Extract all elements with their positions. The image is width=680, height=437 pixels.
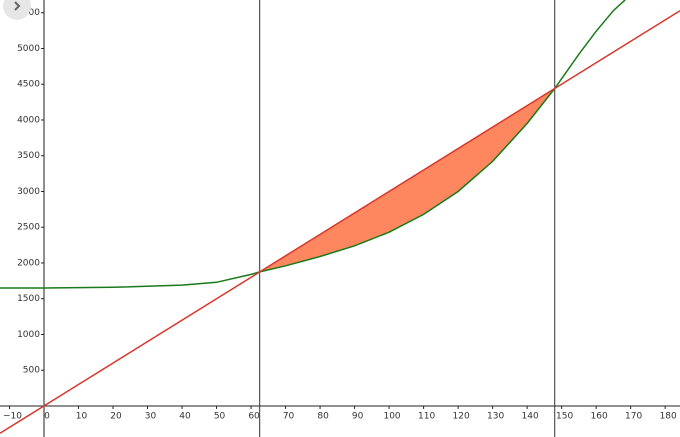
x-tick-label: 10 [76, 411, 88, 421]
y-tick-label: 3500 [17, 151, 40, 161]
y-tick-label: 4000 [17, 115, 40, 125]
y-tick-label: 2500 [17, 223, 40, 233]
x-tick-label: 80 [317, 411, 329, 421]
series-line [0, 10, 680, 434]
x-tick-label: −10 [3, 411, 22, 421]
x-tick-label: 160 [591, 411, 608, 421]
x-tick-label: 110 [418, 411, 435, 421]
y-tick-label: 1500 [17, 294, 40, 304]
y-tick-label: 1000 [17, 330, 40, 340]
y-tick-label: 2000 [17, 258, 40, 268]
x-tick-label: 60 [248, 411, 260, 421]
x-tick-label: 180 [660, 411, 677, 421]
x-tick-label: 50 [214, 411, 226, 421]
x-tick-label: 130 [487, 411, 504, 421]
x-tick-label: 30 [145, 411, 157, 421]
chevron-icon [14, 1, 21, 11]
x-tick-label: 20 [110, 411, 122, 421]
series-line [0, 0, 626, 289]
x-tick-label: 120 [453, 411, 470, 421]
y-tick-label: 3000 [17, 187, 40, 197]
x-tick-label: 0 [44, 411, 50, 421]
x-tick-label: 90 [352, 411, 364, 421]
y-tick-label: 5000 [17, 44, 40, 54]
y-tick-label: 4500 [17, 80, 40, 90]
x-tick-label: 40 [179, 411, 191, 421]
x-tick-label: 140 [522, 411, 539, 421]
x-tick-label: 70 [283, 411, 295, 421]
x-tick-label: 170 [625, 411, 642, 421]
y-tick-label: 500 [23, 366, 40, 376]
x-tick-label: 100 [383, 411, 400, 421]
toggle-button[interactable] [3, 0, 31, 20]
x-tick-label: 150 [556, 411, 573, 421]
